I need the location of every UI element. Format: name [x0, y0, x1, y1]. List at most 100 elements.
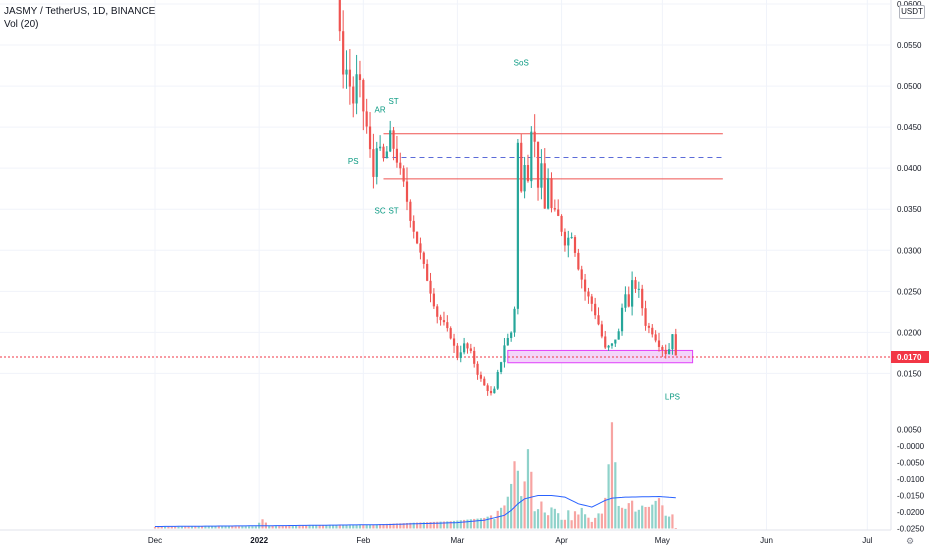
candle-body	[432, 293, 435, 307]
volume-bar	[355, 525, 358, 529]
volume-bar	[637, 509, 640, 529]
candle-body	[513, 308, 516, 333]
volume-bar	[409, 522, 412, 529]
volume-bar	[244, 526, 247, 529]
candle-body	[483, 378, 486, 386]
volume-bar	[261, 519, 264, 529]
currency-badge[interactable]: USDT	[899, 5, 925, 19]
volume-bar	[167, 526, 170, 529]
candle-body	[439, 316, 442, 321]
chart-legend: JASMY / TetherUS, 1D, BINANCE Vol (20)	[4, 5, 155, 31]
candle-body	[449, 328, 452, 339]
wyckoff-label: LPS	[665, 393, 680, 402]
volume-bar	[459, 520, 462, 529]
candle-body	[489, 390, 493, 394]
candle-body	[422, 252, 425, 264]
volume-bar	[231, 526, 234, 529]
volume-tick-label: -0.0100	[897, 475, 925, 484]
candle-body	[415, 231, 419, 244]
volume-bar	[157, 526, 160, 529]
candle-body	[358, 74, 362, 81]
volume-bar	[577, 514, 580, 529]
price-tick-label: 0.0600	[897, 0, 922, 9]
candle-body	[496, 371, 499, 389]
volume-bar	[674, 528, 677, 529]
candle-body	[493, 388, 496, 394]
volume-bar	[432, 521, 435, 529]
volume-bar	[305, 525, 308, 529]
candle-body	[436, 306, 439, 317]
volume-bar	[442, 521, 446, 529]
volume-bar	[180, 526, 183, 529]
candle-body	[499, 362, 503, 372]
volume-bar	[163, 526, 167, 529]
candle-body	[533, 131, 536, 142]
volume-bar	[523, 481, 526, 529]
candle-body	[664, 349, 667, 355]
volume-bar	[436, 521, 439, 529]
volume-bar	[342, 525, 345, 529]
volume-bar	[439, 521, 442, 529]
volume-bar	[194, 526, 197, 529]
volume-bar	[647, 506, 651, 529]
price-tick-label: 0.0300	[897, 246, 922, 255]
volume-bar	[557, 513, 560, 529]
volume-bar	[627, 503, 630, 529]
volume-bar	[486, 516, 489, 529]
volume-bar	[499, 507, 503, 529]
candle-body	[446, 322, 449, 329]
price-tick-label: 0.0450	[897, 123, 922, 132]
candle-body	[604, 336, 607, 348]
current-price-label: 0.0170	[897, 353, 922, 362]
price-tick-label: 0.0400	[897, 164, 922, 173]
volume-bar	[667, 516, 671, 529]
candle-body	[634, 280, 637, 289]
price-tick-label: 0.0350	[897, 205, 922, 214]
candle-body	[442, 320, 446, 323]
volume-bar	[177, 526, 180, 529]
candle-body	[348, 69, 351, 87]
candle-body	[466, 343, 469, 349]
candle-body	[671, 334, 674, 350]
time-tick-label: Jul	[862, 536, 872, 545]
volume-indicator-label[interactable]: Vol (20)	[4, 19, 39, 30]
candle-body	[520, 142, 523, 192]
time-tick-label: Apr	[555, 536, 568, 545]
volume-tick-label: -0.0000	[897, 442, 925, 451]
volume-bar	[590, 521, 593, 529]
volume-bar	[405, 523, 409, 529]
volume-bar	[298, 525, 301, 529]
volume-bar	[214, 526, 217, 529]
settings-icon: ⚙	[906, 537, 914, 547]
candle-body	[412, 220, 415, 232]
volume-bar	[583, 514, 587, 529]
volume-bar	[170, 526, 173, 529]
volume-tick-label: 0.0050	[897, 426, 922, 435]
candle-body	[382, 146, 385, 159]
candle-body	[516, 142, 519, 309]
symbol-title[interactable]: JASMY / TetherUS, 1D, BINANCE	[4, 6, 156, 17]
volume-bar	[634, 511, 637, 529]
volume-bar	[284, 525, 288, 529]
volume-bar	[204, 526, 207, 529]
volume-bar	[570, 520, 573, 529]
volume-bar	[496, 510, 499, 529]
time-tick-label: Mar	[451, 536, 465, 545]
candle-body	[372, 149, 375, 177]
volume-bar	[362, 524, 365, 529]
candle-body	[473, 350, 476, 364]
volume-bar	[328, 525, 331, 529]
volume-bar	[540, 501, 543, 529]
volume-bar	[174, 526, 177, 529]
candle-body	[600, 324, 603, 337]
candle-body	[540, 163, 543, 188]
volume-bar	[224, 526, 227, 529]
volume-tick-label: -0.0200	[897, 508, 925, 517]
candle-body	[627, 294, 630, 307]
volume-bar	[190, 526, 194, 529]
wyckoff-label: SC	[375, 206, 386, 215]
volume-bar	[456, 520, 459, 529]
candle-body	[624, 294, 627, 308]
volume-bar	[241, 526, 244, 529]
